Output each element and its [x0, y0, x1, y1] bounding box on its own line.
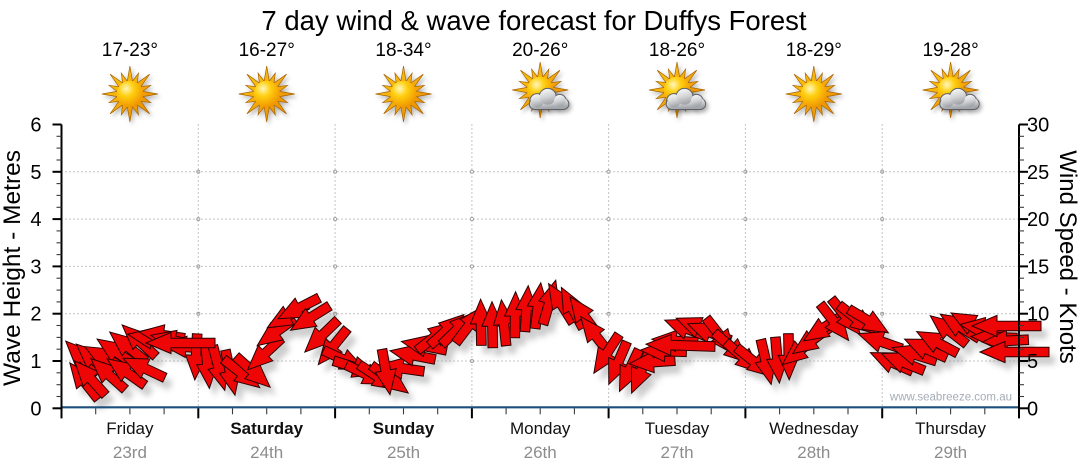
svg-text:26th: 26th — [524, 443, 557, 462]
svg-text:27th: 27th — [660, 443, 693, 462]
svg-text:6: 6 — [30, 115, 41, 137]
svg-text:Sunday: Sunday — [373, 419, 435, 438]
svg-text:2: 2 — [30, 304, 41, 326]
svg-text:Monday: Monday — [510, 419, 571, 438]
svg-text:24th: 24th — [250, 443, 283, 462]
svg-text:19-28°: 19-28° — [922, 40, 978, 61]
svg-text:18-29°: 18-29° — [786, 40, 842, 61]
svg-text:Tuesday: Tuesday — [645, 419, 710, 438]
svg-text:23rd: 23rd — [113, 443, 147, 462]
svg-text:28th: 28th — [797, 443, 830, 462]
svg-text:5: 5 — [30, 162, 41, 184]
svg-text:0: 0 — [1027, 398, 1038, 420]
svg-text:7 day wind & wave forecast for: 7 day wind & wave forecast for Duffys Fo… — [261, 5, 806, 36]
svg-text:Wednesday: Wednesday — [769, 419, 859, 438]
svg-text:www.seabreeze.com.au: www.seabreeze.com.au — [889, 392, 1012, 404]
svg-text:3: 3 — [30, 256, 41, 278]
svg-text:Wind Speed - Knots: Wind Speed - Knots — [1054, 150, 1080, 363]
svg-text:1: 1 — [30, 351, 41, 373]
svg-text:25th: 25th — [387, 443, 420, 462]
svg-text:29th: 29th — [934, 443, 967, 462]
svg-text:20: 20 — [1027, 209, 1049, 231]
svg-text:15: 15 — [1027, 256, 1049, 278]
svg-text:Wave Height - Metres: Wave Height - Metres — [0, 150, 26, 386]
svg-text:Friday: Friday — [106, 419, 154, 438]
svg-text:17-23°: 17-23° — [102, 40, 158, 61]
svg-text:Thursday: Thursday — [915, 419, 986, 438]
svg-text:18-34°: 18-34° — [375, 40, 431, 61]
svg-text:16-27°: 16-27° — [239, 40, 295, 61]
svg-text:20-26°: 20-26° — [512, 40, 568, 61]
svg-text:18-26°: 18-26° — [649, 40, 705, 61]
svg-text:Saturday: Saturday — [230, 419, 303, 438]
svg-text:0: 0 — [30, 398, 41, 420]
svg-text:5: 5 — [1027, 351, 1038, 373]
svg-text:30: 30 — [1027, 115, 1049, 137]
svg-text:25: 25 — [1027, 162, 1049, 184]
svg-text:10: 10 — [1027, 304, 1049, 326]
svg-text:4: 4 — [30, 209, 41, 231]
